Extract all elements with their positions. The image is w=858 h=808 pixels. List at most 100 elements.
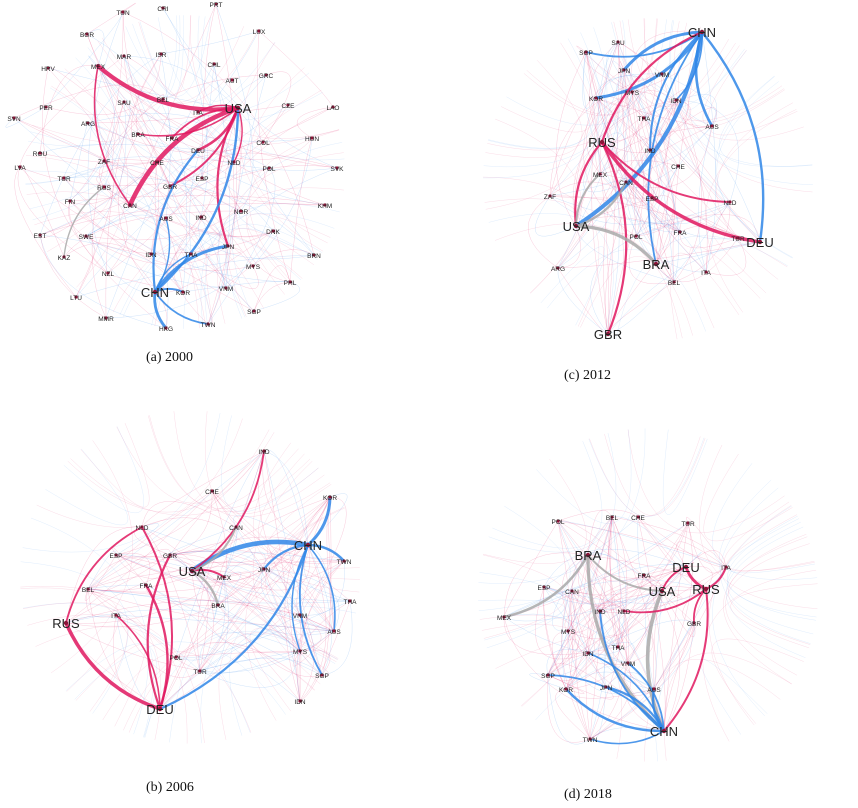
background-edge	[22, 602, 154, 738]
node-label-jpn: JPN	[222, 244, 235, 251]
node-label-jpn: JPN	[600, 685, 613, 692]
background-edge	[175, 650, 301, 658]
node-svk	[335, 166, 339, 170]
background-edge	[555, 51, 587, 227]
background-edge	[599, 169, 654, 199]
node-hrv	[46, 66, 50, 70]
background-edge	[495, 639, 579, 707]
background-edge	[299, 649, 331, 676]
background-edge	[87, 548, 171, 590]
node-cze	[286, 103, 290, 107]
background-edge	[87, 544, 309, 593]
background-edge	[494, 223, 693, 336]
node-deu	[157, 706, 163, 712]
node-gbr	[692, 621, 696, 625]
node-label-can: CAN	[123, 203, 137, 210]
background-edge	[123, 101, 227, 289]
background-edge	[587, 554, 707, 590]
background-edge	[298, 630, 335, 656]
node-ita	[196, 110, 200, 114]
background-edge	[637, 516, 727, 568]
node-label-pol: POL	[262, 166, 275, 173]
node-label-col: COL	[256, 140, 270, 147]
background-edge	[34, 211, 213, 327]
node-label-svn: SVN	[7, 116, 21, 123]
background-edge	[212, 568, 265, 581]
background-edge	[546, 674, 591, 743]
background-edge	[197, 149, 270, 169]
background-edge	[623, 69, 679, 283]
background-edge	[87, 550, 117, 590]
node-twn	[588, 737, 592, 741]
background-edge	[637, 516, 645, 576]
background-edge	[86, 2, 136, 35]
background-edge	[547, 619, 695, 676]
background-edge	[75, 254, 315, 298]
background-edge	[661, 562, 695, 592]
node-ita	[724, 565, 728, 569]
node-che	[155, 160, 159, 164]
background-edge	[575, 99, 677, 227]
background-edge	[159, 576, 225, 710]
node-label-rus: RUS	[97, 185, 111, 192]
node-aut	[230, 78, 234, 82]
node-sau	[616, 40, 620, 44]
node-label-can: CAN	[229, 525, 243, 532]
background-edge	[557, 520, 663, 592]
node-label-nld: NLD	[227, 160, 240, 167]
background-edge	[587, 509, 613, 556]
network-graph-2000: USA CHN MEX CAN DEU FRA BRA GBR JPN ITA NLD ESP KOR T…	[5, 2, 345, 333]
background-edge	[589, 566, 727, 740]
background-edge	[686, 517, 727, 568]
background-edge	[39, 161, 158, 238]
background-edge	[65, 600, 335, 632]
node-nld	[622, 609, 626, 613]
background-edge	[571, 590, 665, 732]
background-edge	[557, 520, 727, 568]
background-edge	[483, 27, 608, 179]
background-edge	[589, 610, 606, 740]
background-edge	[39, 203, 326, 236]
background-edge	[125, 26, 323, 121]
background-edge	[262, 71, 292, 143]
background-edge	[25, 87, 113, 185]
background-edge	[576, 45, 633, 93]
background-edge	[575, 225, 675, 283]
node-lux	[257, 29, 261, 33]
background-edge	[123, 55, 264, 143]
background-edge	[685, 550, 727, 568]
background-edge	[29, 131, 108, 210]
node-label-ind: IND	[644, 148, 656, 155]
background-edge	[169, 554, 351, 602]
network-graph-2006: USA CHN DEU RUS GBR FRA ITA NLD ESP BEL BRA CAN JPN I…	[20, 411, 360, 744]
node-label-bra: BRA	[211, 603, 225, 610]
network-graph-2012: CHN USA DEU RUS BRA GBR JPN KOR AUS IND SGP IDN SAU N…	[483, 18, 813, 342]
background-edge	[631, 91, 644, 237]
background-edge	[612, 60, 633, 93]
background-edge	[199, 630, 335, 673]
background-edge	[587, 601, 625, 654]
background-edge	[567, 630, 655, 695]
background-edge	[662, 429, 708, 515]
node-can	[234, 525, 238, 529]
node-label-rou: ROU	[33, 151, 48, 158]
background-edge	[557, 509, 639, 522]
background-edge	[65, 643, 158, 738]
background-edge	[503, 564, 687, 618]
node-label-sgp: SGP	[579, 50, 593, 57]
edge-rus-nld	[65, 526, 143, 624]
panel-caption-2000: (a) 2000	[146, 350, 194, 365]
node-label-mex: MEX	[593, 172, 608, 179]
background-edge	[627, 429, 785, 534]
background-edge	[597, 41, 619, 175]
node-brn	[312, 253, 316, 257]
node-ita	[114, 613, 118, 617]
background-edge	[557, 91, 633, 269]
background-edge	[169, 554, 214, 672]
background-edge	[123, 55, 326, 206]
node-label-aus: AUS	[327, 629, 341, 636]
background-edge	[128, 642, 316, 733]
background-edge	[503, 520, 559, 618]
node-usa	[573, 223, 579, 229]
background-edge	[39, 234, 107, 319]
